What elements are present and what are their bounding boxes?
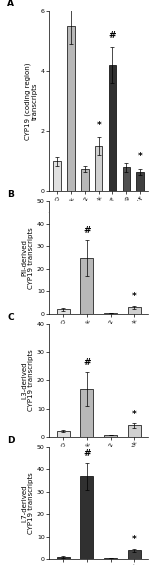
Bar (104, 558, 117, 559)
Text: #: # (83, 358, 91, 367)
Bar (104, 313, 117, 314)
Bar (80, 389, 93, 437)
Text: #: # (83, 449, 91, 458)
Text: B: B (7, 190, 14, 199)
Bar (80, 476, 93, 559)
Bar (128, 550, 141, 559)
Bar (109, 65, 116, 191)
Bar (67, 27, 75, 191)
Text: A: A (7, 0, 14, 8)
Text: D: D (7, 436, 15, 445)
Text: *: * (132, 292, 137, 301)
Text: *: * (96, 121, 101, 130)
Y-axis label: I.7-derived
CYP19 transcripts: I.7-derived CYP19 transcripts (21, 472, 34, 534)
Text: C: C (7, 313, 14, 322)
Text: *: * (132, 410, 137, 419)
Bar (57, 431, 70, 437)
Bar (123, 167, 130, 191)
Text: #: # (83, 226, 91, 235)
Bar (57, 557, 70, 559)
Text: #: # (67, 0, 75, 1)
Bar (128, 425, 141, 437)
Bar (95, 146, 103, 191)
Text: *: * (138, 153, 142, 162)
Bar (81, 169, 89, 191)
Text: *: * (132, 535, 137, 544)
Bar (57, 310, 70, 314)
Bar (136, 172, 144, 191)
Bar (104, 435, 117, 437)
Y-axis label: PII-derived
CYP19 transcripts: PII-derived CYP19 transcripts (21, 227, 34, 289)
Y-axis label: I.3-derived
CYP19 transcripts: I.3-derived CYP19 transcripts (21, 350, 34, 411)
Bar (128, 307, 141, 314)
Bar (53, 161, 61, 191)
Text: #: # (109, 31, 116, 40)
Y-axis label: CYP19 (coding region)
transcripts: CYP19 (coding region) transcripts (24, 63, 38, 140)
Bar (80, 258, 93, 314)
